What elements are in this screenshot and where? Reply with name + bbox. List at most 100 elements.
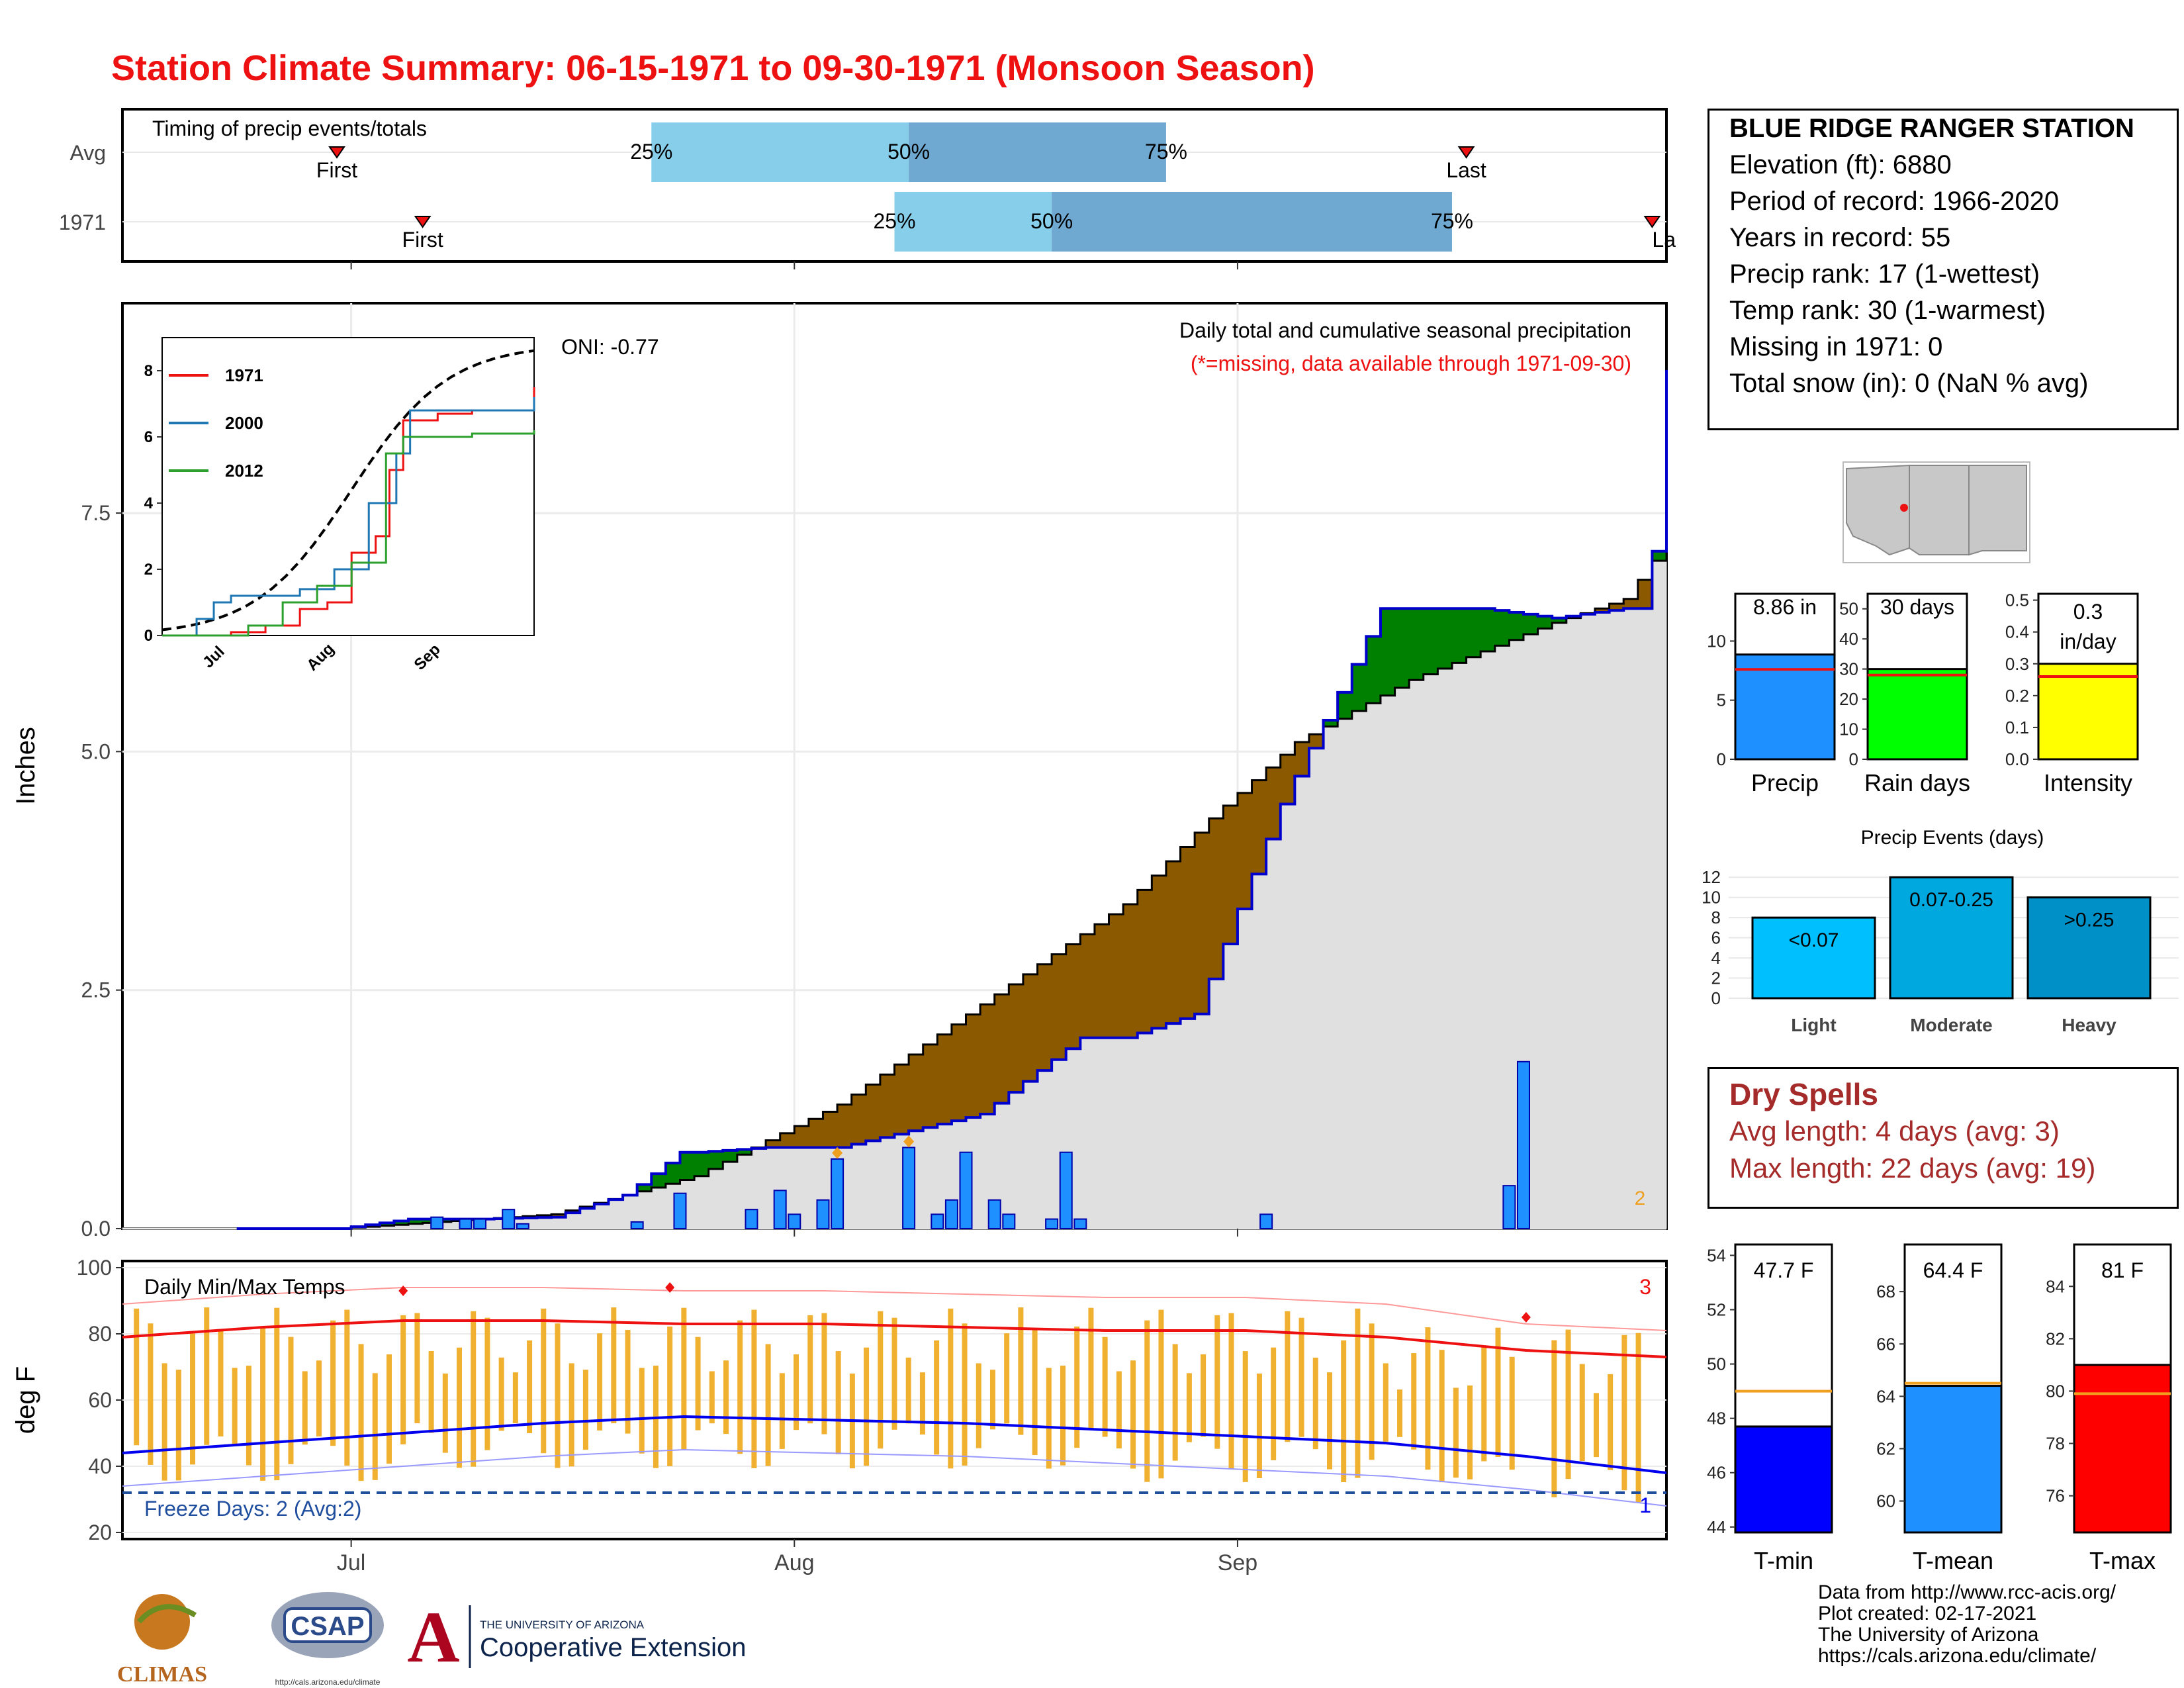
temp-bar-tick-label: 44 [1707, 1517, 1726, 1537]
avg-fill [437, 1221, 452, 1229]
avg-fill [1480, 651, 1496, 1229]
temp-range-bar [134, 1308, 140, 1446]
svg-text:CLIMAS: CLIMAS [117, 1662, 207, 1687]
temp-bar-tick-label: 62 [1876, 1438, 1895, 1458]
mini-tick-label: 10 [1839, 720, 1858, 739]
obs-cumulative-line [236, 369, 1668, 1230]
temp-range-bar [148, 1323, 154, 1465]
temp-bar-value: 47.7 F [1754, 1258, 1814, 1282]
temp-bar [1734, 1425, 1833, 1534]
x-tick-label: Sep [1218, 1550, 1258, 1575]
deficit-area [1266, 767, 1281, 839]
temp-range-bar [1186, 1373, 1192, 1442]
deficit-area [851, 1094, 866, 1145]
surplus-area [708, 1151, 723, 1169]
timing-row-1971: 1971 [59, 211, 106, 234]
temp-range-bar [1383, 1363, 1388, 1442]
temp-range-bar [218, 1330, 224, 1437]
deficit-area [1609, 603, 1624, 611]
temp-range-bar [442, 1373, 448, 1453]
deficit-area [1109, 914, 1124, 1038]
deficit-area [1165, 861, 1181, 1024]
avg-fill [694, 1176, 709, 1229]
deficit-area [894, 1064, 909, 1135]
temp-range-bar [414, 1313, 420, 1424]
mini-bar-value: 0.3 [2073, 600, 2103, 624]
temp-bar [1903, 1385, 2003, 1534]
inset-legend-label: 2000 [225, 413, 263, 433]
tmin-record-line [122, 1448, 1667, 1507]
timing-p25: 25% [873, 209, 915, 233]
arizona-map [1843, 461, 2030, 563]
station-precip-rank: Precip rank: 17 (1-wettest) [1729, 259, 2040, 289]
timing-panel: 25% 50% 75% First Last 25% 50% 75% First La Timin… [59, 108, 1676, 263]
avg-fill [1009, 1092, 1024, 1229]
temp-range-bar [316, 1360, 322, 1437]
temp-range-bar [386, 1354, 392, 1464]
timing-label: Timing of precip events/totals [152, 117, 427, 140]
avg-fill [1466, 657, 1481, 1229]
temp-range-bar [330, 1320, 336, 1446]
temp-range-bar [751, 1309, 757, 1468]
surplus-area [1552, 618, 1567, 623]
events-cat: Light [1791, 1015, 1836, 1035]
y-tick-label: 7.5 [81, 501, 111, 525]
avg-fill [1195, 1013, 1210, 1229]
daily-precip-bar [1002, 1213, 1016, 1230]
avg-fill [451, 1221, 466, 1229]
temp-range-bar [597, 1333, 603, 1431]
mini-tick-label: 0.4 [2005, 622, 2029, 642]
temp-range-bar [190, 1333, 196, 1465]
avg-fill [1237, 909, 1253, 1229]
deficit-area [794, 1126, 809, 1148]
mini-bar-name: Precip [1751, 769, 1819, 796]
temp-panel: 20 40 60 80 100 deg F Daily Min/Max Temps Fr… [11, 1256, 1668, 1544]
credits: Data from http://www.rcc-acis.org/ Plot … [1818, 1582, 2116, 1667]
temp-range-bar [344, 1309, 350, 1466]
avg-fill [1223, 944, 1238, 1229]
timing-p50: 50% [887, 140, 930, 164]
deficit-area [1066, 944, 1081, 1049]
daily-precip-bar [931, 1213, 944, 1230]
mini-bar-value: 8.86 in [1753, 595, 1817, 619]
daily-precip-bar [831, 1158, 844, 1229]
temp-range-bar [1411, 1353, 1417, 1450]
mini-tick-label: 10 [1707, 631, 1726, 651]
avg-fill [1208, 978, 1224, 1229]
timing-q2-bar [909, 122, 1166, 182]
x-tick-label: Jul [337, 1550, 365, 1575]
dry-spells: Dry Spells Avg length: 4 days (avg: 3) M… [1707, 1067, 2179, 1209]
inset-y-tick: 6 [144, 428, 153, 446]
events-tick: 8 [1711, 908, 1721, 927]
mini-tick-label: 0.0 [2005, 749, 2029, 769]
temp-bar-tick-label: 80 [2046, 1381, 2065, 1401]
mini-tick-label: 0 [1849, 749, 1858, 769]
station-temp-rank: Temp rank: 30 (1-warmest) [1729, 296, 2046, 325]
avg-fill [1537, 628, 1553, 1229]
avg-fill [1566, 618, 1581, 1229]
temp-range-bar [1060, 1366, 1066, 1466]
temp-bar-tick-label: 84 [2046, 1276, 2065, 1296]
deficit-area [1052, 954, 1067, 1060]
temp-range-bar [1608, 1374, 1614, 1470]
deficit-area [966, 1014, 981, 1118]
timing-p75: 75% [1145, 140, 1187, 164]
temp-bar-name: T-min [1754, 1547, 1813, 1574]
temp-range-bar [1312, 1357, 1318, 1450]
inset-y-tick: 4 [144, 494, 154, 512]
avg-fill [1338, 718, 1353, 1229]
temp-range-bar [1088, 1307, 1094, 1429]
inset-series-line [162, 397, 535, 637]
temp-range-bar [1004, 1333, 1010, 1424]
surplus-area [1338, 692, 1353, 719]
avg-fill [1123, 1037, 1138, 1229]
page-title: Station Climate Summary: 06-15-1971 to 0… [111, 48, 1315, 88]
temp-bar-tick-label: 60 [1876, 1491, 1895, 1511]
surplus-area [1652, 551, 1667, 561]
avg-fill [880, 1137, 895, 1229]
avg-fill [1080, 1037, 1095, 1229]
temp-range-bar [989, 1370, 995, 1430]
temp-range-bar [527, 1340, 533, 1434]
deficit-area [551, 1214, 567, 1217]
